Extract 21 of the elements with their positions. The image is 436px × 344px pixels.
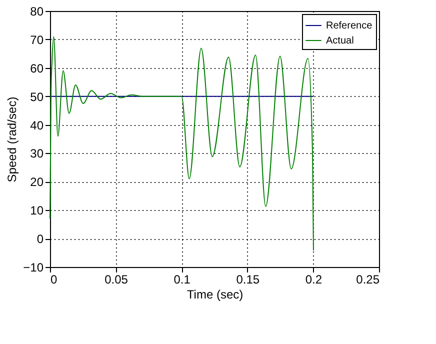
y-tick-label: 70	[30, 32, 44, 47]
y-tick-label: 20	[30, 175, 44, 190]
x-tick-label: 0.15	[236, 272, 260, 286]
y-tick-label: 60	[30, 61, 44, 76]
line-series	[50, 36, 314, 251]
legend-label: Actual	[326, 36, 354, 46]
y-tick-label: 30	[30, 146, 44, 161]
y-tick-label: 0	[36, 232, 44, 246]
legend-label: Reference	[326, 20, 373, 32]
x-tick-label: 0.25	[356, 272, 380, 286]
x-axis-title: Time (sec)	[186, 288, 244, 302]
x-tick-label: 0.2	[305, 272, 322, 286]
y-tick-label: 80	[30, 4, 44, 18]
y-tick-label: 10	[30, 204, 44, 218]
y-tick-label: 40	[30, 118, 44, 132]
y-tick-label: 50	[30, 90, 44, 104]
x-tick-label: 0	[50, 272, 58, 286]
x-tick-label: 0.1	[174, 272, 191, 286]
y-axis-title: Speed (rad/sec)	[5, 96, 20, 182]
y-tick-label: −10	[23, 260, 44, 274]
x-tick-label: 0.05	[104, 272, 128, 286]
